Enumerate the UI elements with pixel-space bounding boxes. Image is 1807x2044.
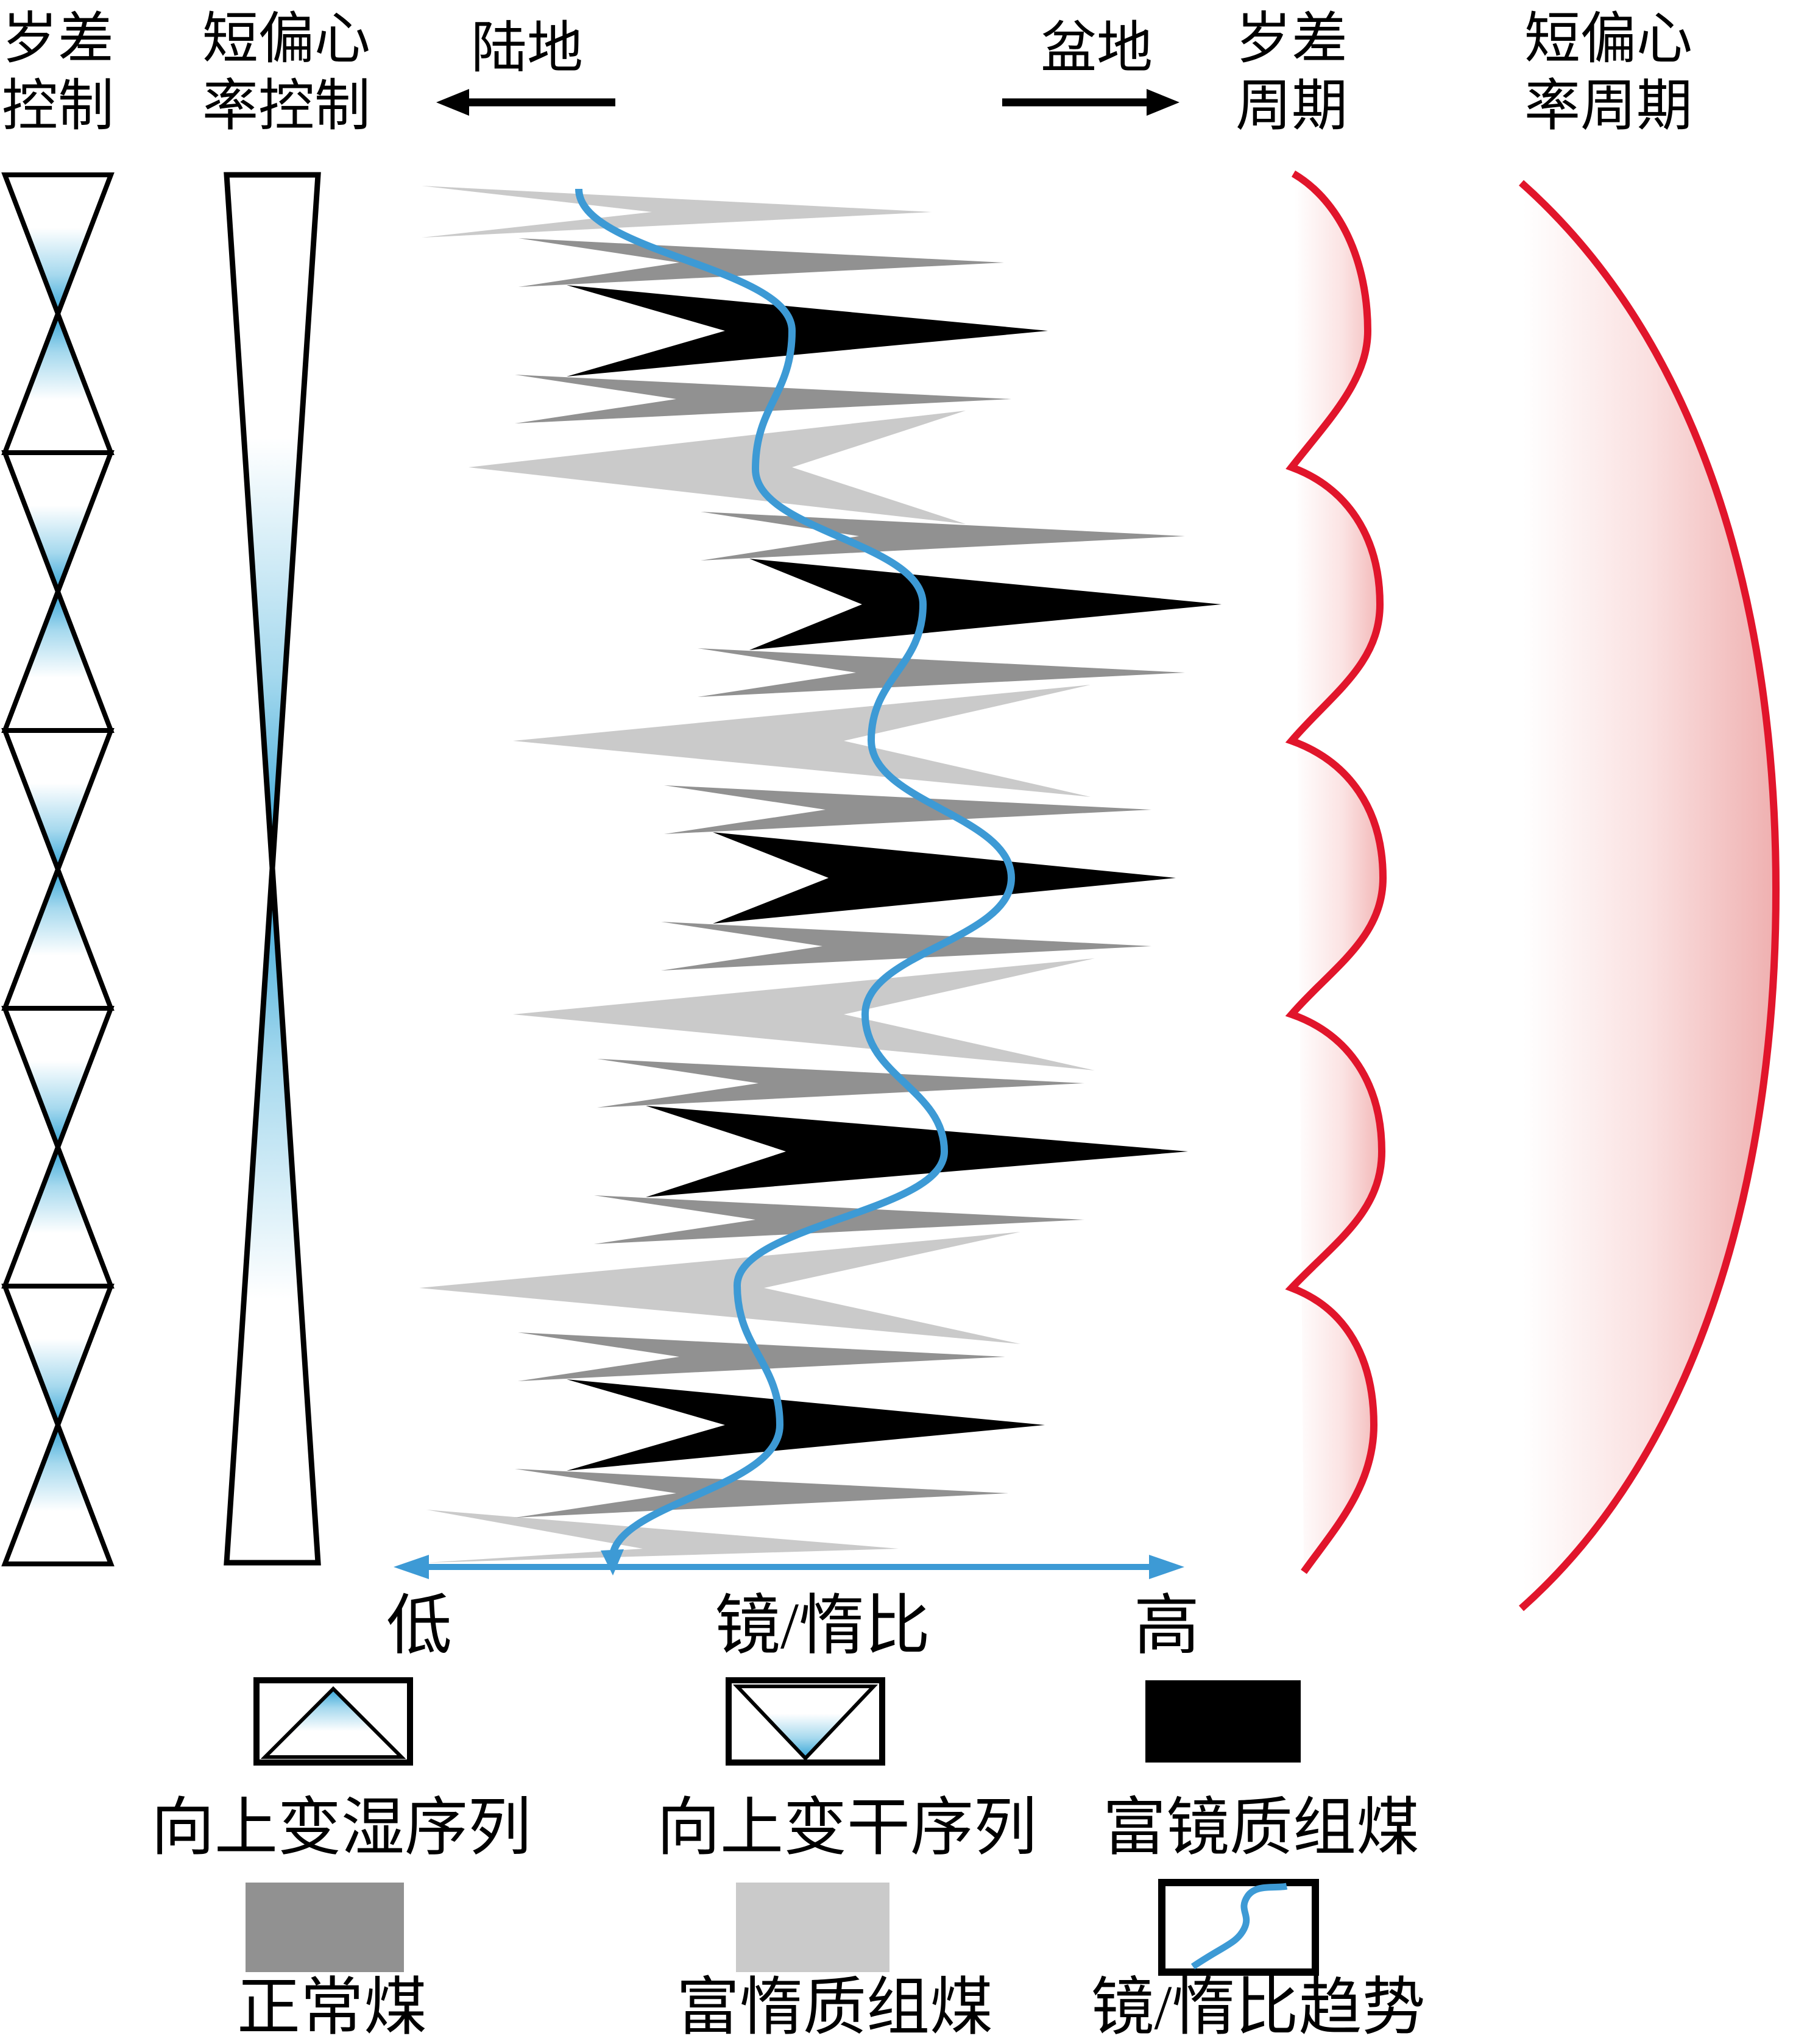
drying-up-sequence-icon — [726, 1677, 885, 1766]
precession-cycle-curve — [1285, 170, 1387, 1574]
short-eccentricity-control-label-line1: 短偏心 — [202, 8, 370, 70]
vitrinite-band — [567, 1379, 1045, 1471]
normal-coal-band — [515, 375, 1011, 423]
big-bowtie-upper-triangle — [224, 172, 321, 869]
land-arrow-icon — [436, 89, 615, 116]
normal-coal-swatch — [246, 1883, 404, 1972]
normal-coal-band — [518, 238, 1004, 287]
drying-up-sequence-label: 向上变干序列 — [657, 1793, 1037, 1863]
coal-sequence-stack — [419, 186, 1222, 1575]
normal-coal-bands — [515, 238, 1185, 1518]
normal-coal-band — [664, 785, 1151, 834]
land-label: 陆地 — [471, 17, 583, 79]
axis-high-label: 高 — [1134, 1590, 1200, 1663]
short-eccentricity-cycle-label-line1: 短偏心 — [1524, 8, 1692, 70]
bowtie-triangle — [1, 1140, 115, 1289]
bowtie-triangle — [1, 862, 115, 1011]
axis-low-label: 低 — [386, 1590, 452, 1663]
wetting-up-sequence-icon — [253, 1677, 413, 1766]
inertinite-band — [469, 411, 966, 524]
wetting-up-sequence-label: 向上变湿序列 — [151, 1793, 531, 1863]
normal-coal-band — [597, 1059, 1084, 1108]
vi-ratio-trend-label: 镜/惰比趋势 — [1091, 1973, 1426, 2043]
bowtie-triangle — [1, 1418, 115, 1566]
vitrinite-band — [749, 559, 1222, 650]
bowtie-triangle — [1, 172, 115, 321]
normal-coal-label: 正常煤 — [237, 1973, 427, 2043]
big-bowtie-lower-triangle — [224, 868, 321, 1566]
vitrinite-rich-bands — [567, 285, 1222, 1471]
header-labels: 岁差 控制 短偏心 率控制 陆地 盆地 岁差 周期 短偏心 率周期 — [2, 8, 1692, 137]
precession-control-label-line2: 控制 — [2, 75, 114, 137]
bowtie-triangle — [1, 584, 115, 733]
bowtie-triangle — [1, 306, 115, 455]
axis-right-arrowhead-icon — [1149, 1555, 1184, 1579]
vitrinite-band — [646, 1106, 1188, 1197]
inertinite-rich-bands — [419, 186, 1095, 1563]
inertinite-band — [513, 685, 1091, 797]
bowtie-triangle — [1, 450, 115, 599]
precession-cycle-label-line1: 岁差 — [1236, 8, 1348, 70]
vitrinite-rich-coal-label: 富镜质组煤 — [1103, 1793, 1420, 1863]
axis-left-arrowhead-icon — [394, 1555, 429, 1579]
vi-ratio-trend-icon — [1158, 1879, 1319, 1976]
short-eccentricity-cycle-label-line2: 率周期 — [1524, 75, 1692, 137]
vitrinite-band — [713, 832, 1176, 924]
basin-arrow-icon — [1002, 89, 1179, 116]
normal-coal-band — [698, 648, 1185, 697]
short-eccentricity-cycle-curve — [1519, 180, 1780, 1611]
normal-coal-band — [661, 922, 1151, 971]
vitrinite-band — [567, 285, 1048, 377]
vi-ratio-trend-curve — [575, 188, 1016, 1575]
vi-ratio-axis: 低 镜/惰比 高 — [386, 1555, 1200, 1663]
bowtie-triangle — [1, 1006, 115, 1155]
trend-curve-arrowhead-icon — [601, 1549, 624, 1575]
vitrinite-rich-coal-swatch — [1145, 1680, 1301, 1763]
normal-coal-band — [515, 1469, 1008, 1518]
inertinite-rich-coal-swatch — [736, 1883, 889, 1972]
inertinite-band — [422, 186, 932, 238]
normal-coal-band — [701, 512, 1185, 561]
inertinite-band — [513, 958, 1095, 1070]
inertinite-band — [426, 1510, 899, 1563]
precession-cycle-label-line2: 周期 — [1236, 75, 1348, 137]
legend: 向上变湿序列 向上变干序列 富镜质组煤 正常煤 富惰质组煤 镜/惰比趋势 — [151, 1677, 1426, 2043]
bowtie-triangle — [1, 1284, 115, 1432]
inertinite-band — [419, 1232, 1020, 1344]
axis-title: 镜/惰比 — [715, 1590, 930, 1663]
bowtie-triangle — [1, 728, 115, 877]
short-eccentricity-control-column — [224, 172, 321, 1566]
inertinite-rich-coal-label: 富惰质组煤 — [676, 1973, 993, 2043]
basin-label: 盆地 — [1041, 17, 1153, 79]
precession-control-label-line1: 岁差 — [2, 8, 114, 70]
precession-control-column — [1, 172, 115, 1566]
short-eccentricity-control-label-line2: 率控制 — [202, 75, 370, 137]
